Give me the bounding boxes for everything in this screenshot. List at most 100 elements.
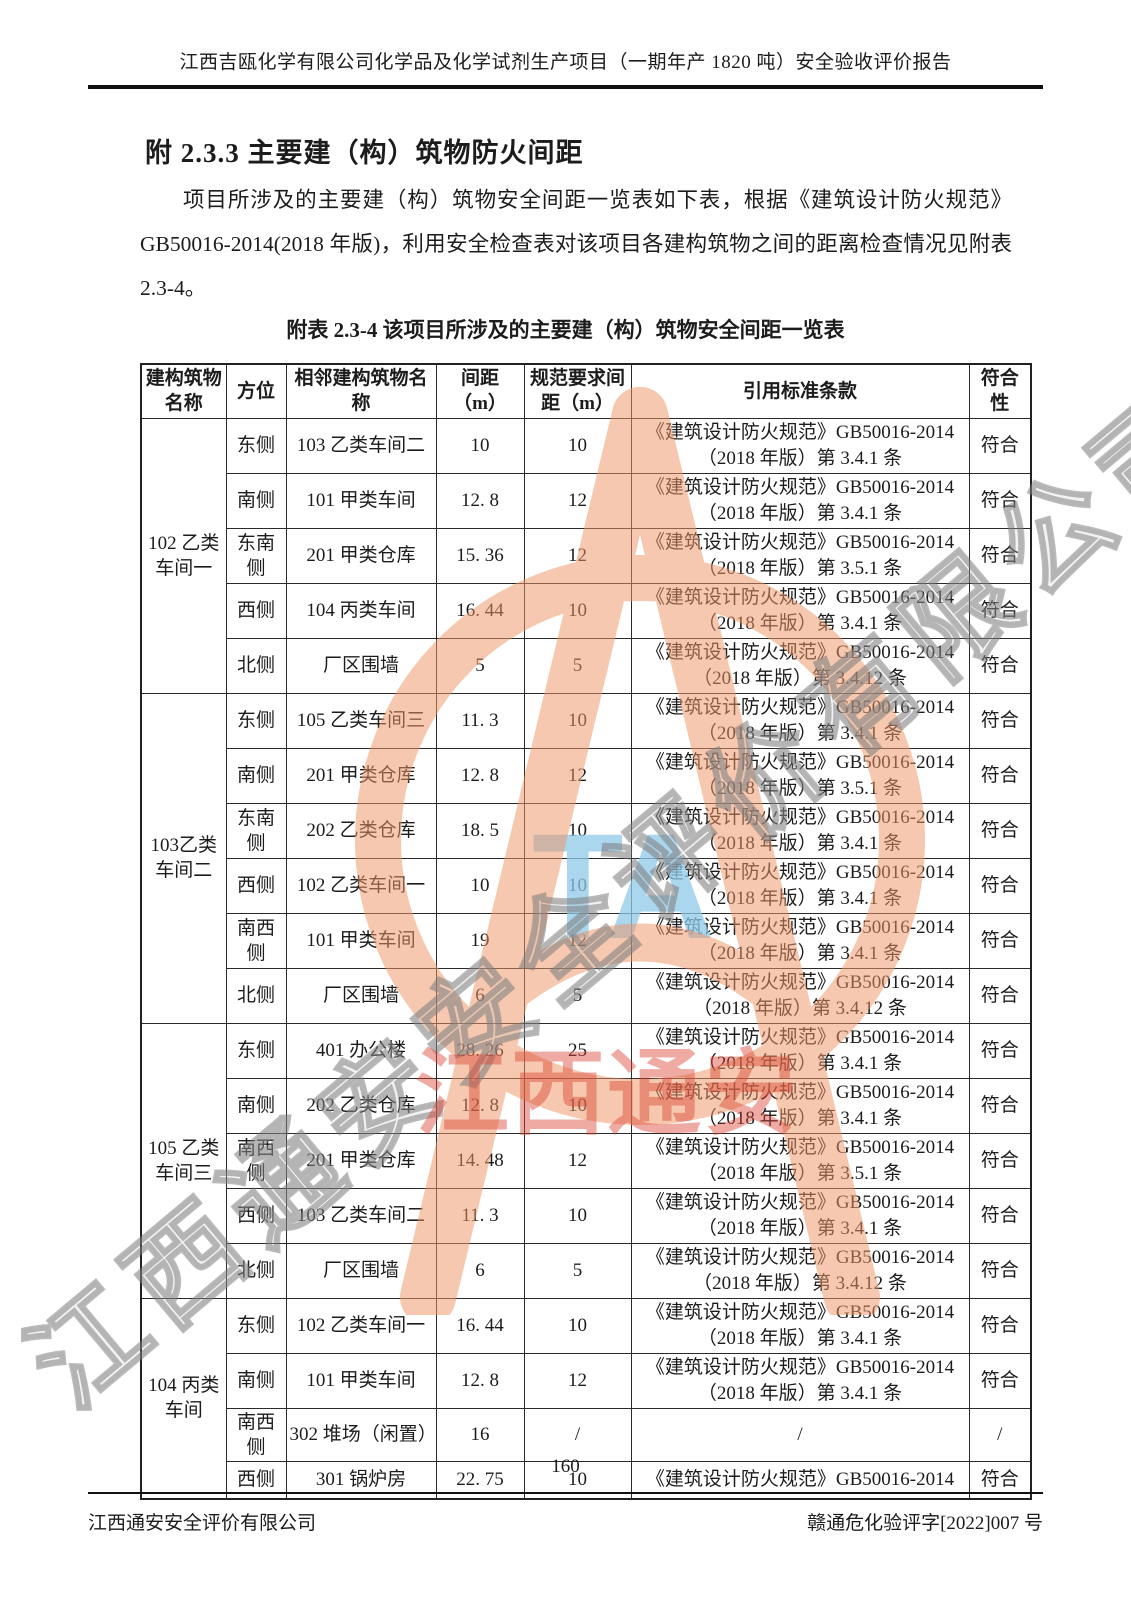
direction-cell: 东南侧 — [225, 802, 287, 859]
distance-cell: 19 — [435, 912, 525, 969]
required-distance-cell: 10 — [523, 1077, 632, 1134]
distance-cell: 15. 36 — [435, 527, 525, 584]
table-row: 104 丙类车间 东侧 102 乙类车间一 16. 44 10 《建筑设计防火规范》GB5… — [140, 1297, 1032, 1500]
neighbor-building-cell: 厂区围墙 — [285, 637, 437, 694]
direction-cell: 南西侧 — [225, 912, 287, 969]
direction-cell: 北侧 — [225, 637, 287, 694]
required-distance-cell: 5 — [523, 1242, 632, 1299]
standard-clause-cell: 《建筑设计防火规范》GB50016-2014（2018 年版）第 3.4.1 条 — [630, 1187, 970, 1244]
neighbor-building-cell: 202 乙类仓库 — [285, 1077, 437, 1134]
distance-cell: 16 — [435, 1407, 525, 1462]
neighbor-building-cell: 302 堆场（闲置） — [285, 1407, 437, 1462]
distance-cell: 6 — [435, 1242, 525, 1299]
required-distance-cell: 5 — [523, 967, 632, 1024]
column-header: 间距（m） — [435, 363, 525, 419]
standard-clause-cell: 《建筑设计防火规范》GB50016-2014（2018 年版）第 3.4.1 条 — [630, 912, 970, 969]
table-row: 北侧 厂区围墙 6 5 《建筑设计防火规范》GB50016-2014（2018 年版）第… — [141, 1242, 1032, 1299]
standard-clause-cell: 《建筑设计防火规范》GB50016-2014（2018 年版）第 3.4.1 条 — [630, 692, 970, 749]
distance-cell: 10 — [435, 857, 525, 914]
column-header: 相邻建构筑物名称 — [285, 363, 437, 419]
table-row: 南西侧 101 甲类车间 19 12 《建筑设计防火规范》GB50016-2014（20… — [141, 912, 1032, 969]
neighbor-building-cell: 101 甲类车间 — [285, 912, 437, 969]
required-distance-cell: 10 — [523, 582, 632, 639]
direction-cell: 南侧 — [225, 1352, 287, 1409]
compliance-cell: 符合 — [968, 857, 1032, 914]
distance-cell: 6 — [435, 967, 525, 1024]
compliance-cell: 符合 — [968, 747, 1032, 804]
compliance-cell: 符合 — [968, 692, 1032, 749]
neighbor-building-cell: 厂区围墙 — [285, 967, 437, 1024]
required-distance-cell: 10 — [523, 857, 632, 914]
running-header: 江西吉瓯化学有限公司化学品及化学试剂生产项目（一期年产 1820 吨）安全验收评… — [88, 50, 1043, 89]
neighbor-building-cell: 103 乙类车间二 — [285, 1187, 437, 1244]
table-row: 南侧 202 乙类仓库 12. 8 10 《建筑设计防火规范》GB50016-2014（… — [141, 1077, 1032, 1134]
direction-cell: 西侧 — [225, 582, 287, 639]
standard-clause-cell: 《建筑设计防火规范》GB50016-2014（2018 年版）第 3.4.12 … — [630, 1242, 970, 1299]
compliance-cell: 符合 — [968, 527, 1032, 584]
direction-cell: 西侧 — [225, 1187, 287, 1244]
neighbor-building-cell: 401 办公楼 — [285, 1022, 437, 1079]
required-distance-cell: 12 — [523, 1132, 632, 1189]
compliance-cell: 符合 — [968, 802, 1032, 859]
direction-cell: 南侧 — [225, 747, 287, 804]
table-row: 西侧 102 乙类车间一 10 10 《建筑设计防火规范》GB50016-2014（20… — [141, 857, 1032, 914]
neighbor-building-cell: 202 乙类仓库 — [285, 802, 437, 859]
running-header-title: 江西吉瓯化学有限公司化学品及化学试剂生产项目（一期年产 1820 吨）安全验收评… — [179, 52, 952, 73]
standard-clause-cell: 《建筑设计防火规范》GB50016-2014（2018 年版）第 3.4.12 … — [630, 967, 970, 1024]
compliance-cell: 符合 — [968, 912, 1032, 969]
direction-cell: 南西侧 — [225, 1407, 287, 1462]
table-row: 西侧 103 乙类车间二 11. 3 10 《建筑设计防火规范》GB50016-2014… — [141, 1187, 1032, 1244]
table-row: 南侧 101 甲类车间 12. 8 12 《建筑设计防火规范》GB50016-2014（… — [141, 1352, 1032, 1409]
distance-cell: 12. 8 — [435, 1077, 525, 1134]
direction-cell: 东侧 — [225, 1297, 287, 1354]
distance-cell: 28. 26 — [435, 1022, 525, 1079]
section-heading: 附 2.3.3 主要建（构）筑物防火间距 — [145, 138, 584, 168]
required-distance-cell: 10 — [523, 802, 632, 859]
distance-cell: 16. 44 — [435, 1297, 525, 1354]
direction-cell: 北侧 — [225, 967, 287, 1024]
table-row: 103乙类车间二 东侧 105 乙类车间三 11. 3 10 《建筑设计防火规范》GB50… — [140, 692, 1032, 1024]
direction-cell: 东侧 — [225, 692, 287, 749]
compliance-cell: / — [968, 1407, 1032, 1462]
compliance-cell: 符合 — [968, 967, 1032, 1024]
table-title: 附表 2.3-4 该项目所涉及的主要建（构）筑物安全间距一览表 — [286, 318, 845, 342]
compliance-cell: 符合 — [968, 1297, 1032, 1354]
compliance-cell: 符合 — [968, 1187, 1032, 1244]
required-distance-cell: 5 — [523, 637, 632, 694]
standard-clause-cell: 《建筑设计防火规范》GB50016-2014（2018 年版）第 3.4.1 条 — [630, 472, 970, 529]
standard-clause-cell: / — [630, 1407, 970, 1462]
neighbor-building-cell: 201 甲类仓库 — [285, 747, 437, 804]
distance-cell: 10 — [435, 417, 525, 474]
table-row: 南西侧 201 甲类仓库 14. 48 12 《建筑设计防火规范》GB50016-201… — [141, 1132, 1032, 1189]
compliance-cell: 符合 — [968, 582, 1032, 639]
direction-cell: 东侧 — [225, 417, 287, 474]
distance-cell: 12. 8 — [435, 1352, 525, 1409]
building-name-cell: 103乙类车间二 — [140, 692, 227, 1024]
required-distance-cell: / — [523, 1407, 632, 1462]
required-distance-cell: 12 — [523, 747, 632, 804]
direction-cell: 东南侧 — [225, 527, 287, 584]
required-distance-cell: 10 — [523, 417, 632, 474]
standard-clause-cell: 《建筑设计防火规范》GB50016-2014（2018 年版）第 3.4.1 条 — [630, 582, 970, 639]
standard-clause-cell: 《建筑设计防火规范》GB50016-2014（2018 年版）第 3.4.1 条 — [630, 1022, 970, 1079]
table-row: 东南侧 201 甲类仓库 15. 36 12 《建筑设计防火规范》GB50016-201… — [141, 527, 1032, 584]
direction-cell: 南侧 — [225, 1077, 287, 1134]
standard-clause-cell: 《建筑设计防火规范》GB50016-2014（2018 年版）第 3.4.1 条 — [630, 802, 970, 859]
distance-cell: 16. 44 — [435, 582, 525, 639]
neighbor-building-cell: 201 甲类仓库 — [285, 527, 437, 584]
compliance-cell: 符合 — [968, 1242, 1032, 1299]
building-name-cell: 102 乙类车间一 — [140, 417, 227, 694]
table-row: 南侧 101 甲类车间 12. 8 12 《建筑设计防火规范》GB50016-2014（… — [141, 472, 1032, 529]
footer-doc-number: 赣通危化验评字[2022]007 号 — [807, 1513, 1043, 1534]
standard-clause-cell: 《建筑设计防火规范》GB50016-2014（2018 年版）第 3.5.1 条 — [630, 527, 970, 584]
distance-cell: 12. 8 — [435, 747, 525, 804]
table-row: 105 乙类车间三 东侧 401 办公楼 28. 26 25 《建筑设计防火规范》GB50… — [140, 1022, 1032, 1299]
neighbor-building-cell: 102 乙类车间一 — [285, 857, 437, 914]
distance-cell: 11. 3 — [435, 692, 525, 749]
neighbor-building-cell: 101 甲类车间 — [285, 1352, 437, 1409]
neighbor-building-cell: 101 甲类车间 — [285, 472, 437, 529]
page-footer: 江西通安安全评价有限公司 赣通危化验评字[2022]007 号 — [88, 1492, 1043, 1535]
table-row: 102 乙类车间一 东侧 103 乙类车间二 10 10 《建筑设计防火规范》GB5001… — [140, 417, 1032, 694]
compliance-cell: 符合 — [968, 637, 1032, 694]
standard-clause-cell: 《建筑设计防火规范》GB50016-2014（2018 年版）第 3.4.1 条 — [630, 1077, 970, 1134]
